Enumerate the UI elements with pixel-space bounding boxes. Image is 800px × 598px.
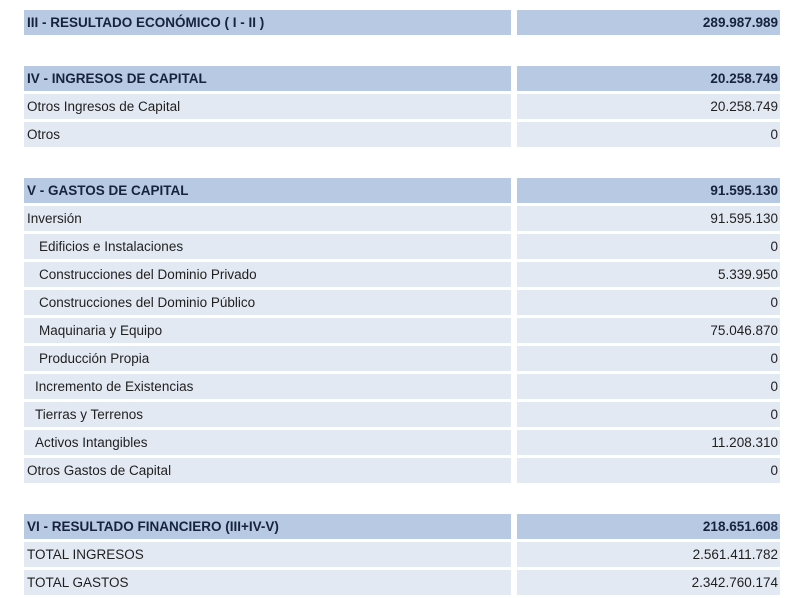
row-label: Construcciones del Dominio Privado xyxy=(24,262,511,287)
table-row: Construcciones del Dominio Privado 5.339… xyxy=(24,262,780,287)
table-row: Edificios e Instalaciones 0 xyxy=(24,234,780,259)
section-header-value: 218.651.608 xyxy=(517,514,780,539)
row-label: Otros Gastos de Capital xyxy=(24,458,511,483)
row-label: Construcciones del Dominio Público xyxy=(24,290,511,315)
section-header-label: VI - RESULTADO FINANCIERO (III+IV-V) xyxy=(24,514,511,539)
section-header-label: V - GASTOS DE CAPITAL xyxy=(24,178,511,203)
table-row: Producción Propia 0 xyxy=(24,346,780,371)
section-header-label: III - RESULTADO ECONÓMICO ( I - II ) xyxy=(24,10,511,35)
row-label: TOTAL GASTOS xyxy=(24,570,511,595)
table-row: Maquinaria y Equipo 75.046.870 xyxy=(24,318,780,343)
table-row: Tierras y Terrenos 0 xyxy=(24,402,780,427)
table-row: Otros Gastos de Capital 0 xyxy=(24,458,780,483)
section-header-value: 289.987.989 xyxy=(517,10,780,35)
financial-results-table: III - RESULTADO ECONÓMICO ( I - II ) 289… xyxy=(24,10,780,598)
row-value: 2.342.760.174 xyxy=(517,570,780,595)
section-header-label: IV - INGRESOS DE CAPITAL xyxy=(24,66,511,91)
row-label: Otros Ingresos de Capital xyxy=(24,94,511,119)
table-row: Otros Ingresos de Capital 20.258.749 xyxy=(24,94,780,119)
section-header-gastos-capital: V - GASTOS DE CAPITAL 91.595.130 xyxy=(24,178,780,203)
table-row: Otros 0 xyxy=(24,122,780,147)
row-label: Edificios e Instalaciones xyxy=(24,234,511,259)
section-header-value: 91.595.130 xyxy=(517,178,780,203)
row-label: Activos Intangibles xyxy=(24,430,511,455)
section-header-resultado-economico: III - RESULTADO ECONÓMICO ( I - II ) 289… xyxy=(24,10,780,35)
row-label: Producción Propia xyxy=(24,346,511,371)
row-label: Incremento de Existencias xyxy=(24,374,511,399)
row-value: 0 xyxy=(517,290,780,315)
table-row: Incremento de Existencias 0 xyxy=(24,374,780,399)
row-value: 0 xyxy=(517,374,780,399)
row-value: 75.046.870 xyxy=(517,318,780,343)
section-spacer xyxy=(24,150,780,178)
section-header-resultado-financiero: VI - RESULTADO FINANCIERO (III+IV-V) 218… xyxy=(24,514,780,539)
row-label: Tierras y Terrenos xyxy=(24,402,511,427)
row-value: 0 xyxy=(517,234,780,259)
section-header-ingresos-capital: IV - INGRESOS DE CAPITAL 20.258.749 xyxy=(24,66,780,91)
row-label: Maquinaria y Equipo xyxy=(24,318,511,343)
section-header-value: 20.258.749 xyxy=(517,66,780,91)
row-value: 0 xyxy=(517,458,780,483)
row-label: Inversión xyxy=(24,206,511,231)
row-value: 91.595.130 xyxy=(517,206,780,231)
row-value: 0 xyxy=(517,402,780,427)
row-value: 2.561.411.782 xyxy=(517,542,780,567)
row-label: TOTAL INGRESOS xyxy=(24,542,511,567)
section-spacer xyxy=(24,38,780,66)
table-row: TOTAL INGRESOS 2.561.411.782 xyxy=(24,542,780,567)
row-value: 20.258.749 xyxy=(517,94,780,119)
row-value: 0 xyxy=(517,346,780,371)
table-row: TOTAL GASTOS 2.342.760.174 xyxy=(24,570,780,595)
row-label: Otros xyxy=(24,122,511,147)
row-value: 5.339.950 xyxy=(517,262,780,287)
section-spacer xyxy=(24,486,780,514)
table-row: Inversión 91.595.130 xyxy=(24,206,780,231)
table-row: Activos Intangibles 11.208.310 xyxy=(24,430,780,455)
row-value: 0 xyxy=(517,122,780,147)
row-value: 11.208.310 xyxy=(517,430,780,455)
table-row: Construcciones del Dominio Público 0 xyxy=(24,290,780,315)
